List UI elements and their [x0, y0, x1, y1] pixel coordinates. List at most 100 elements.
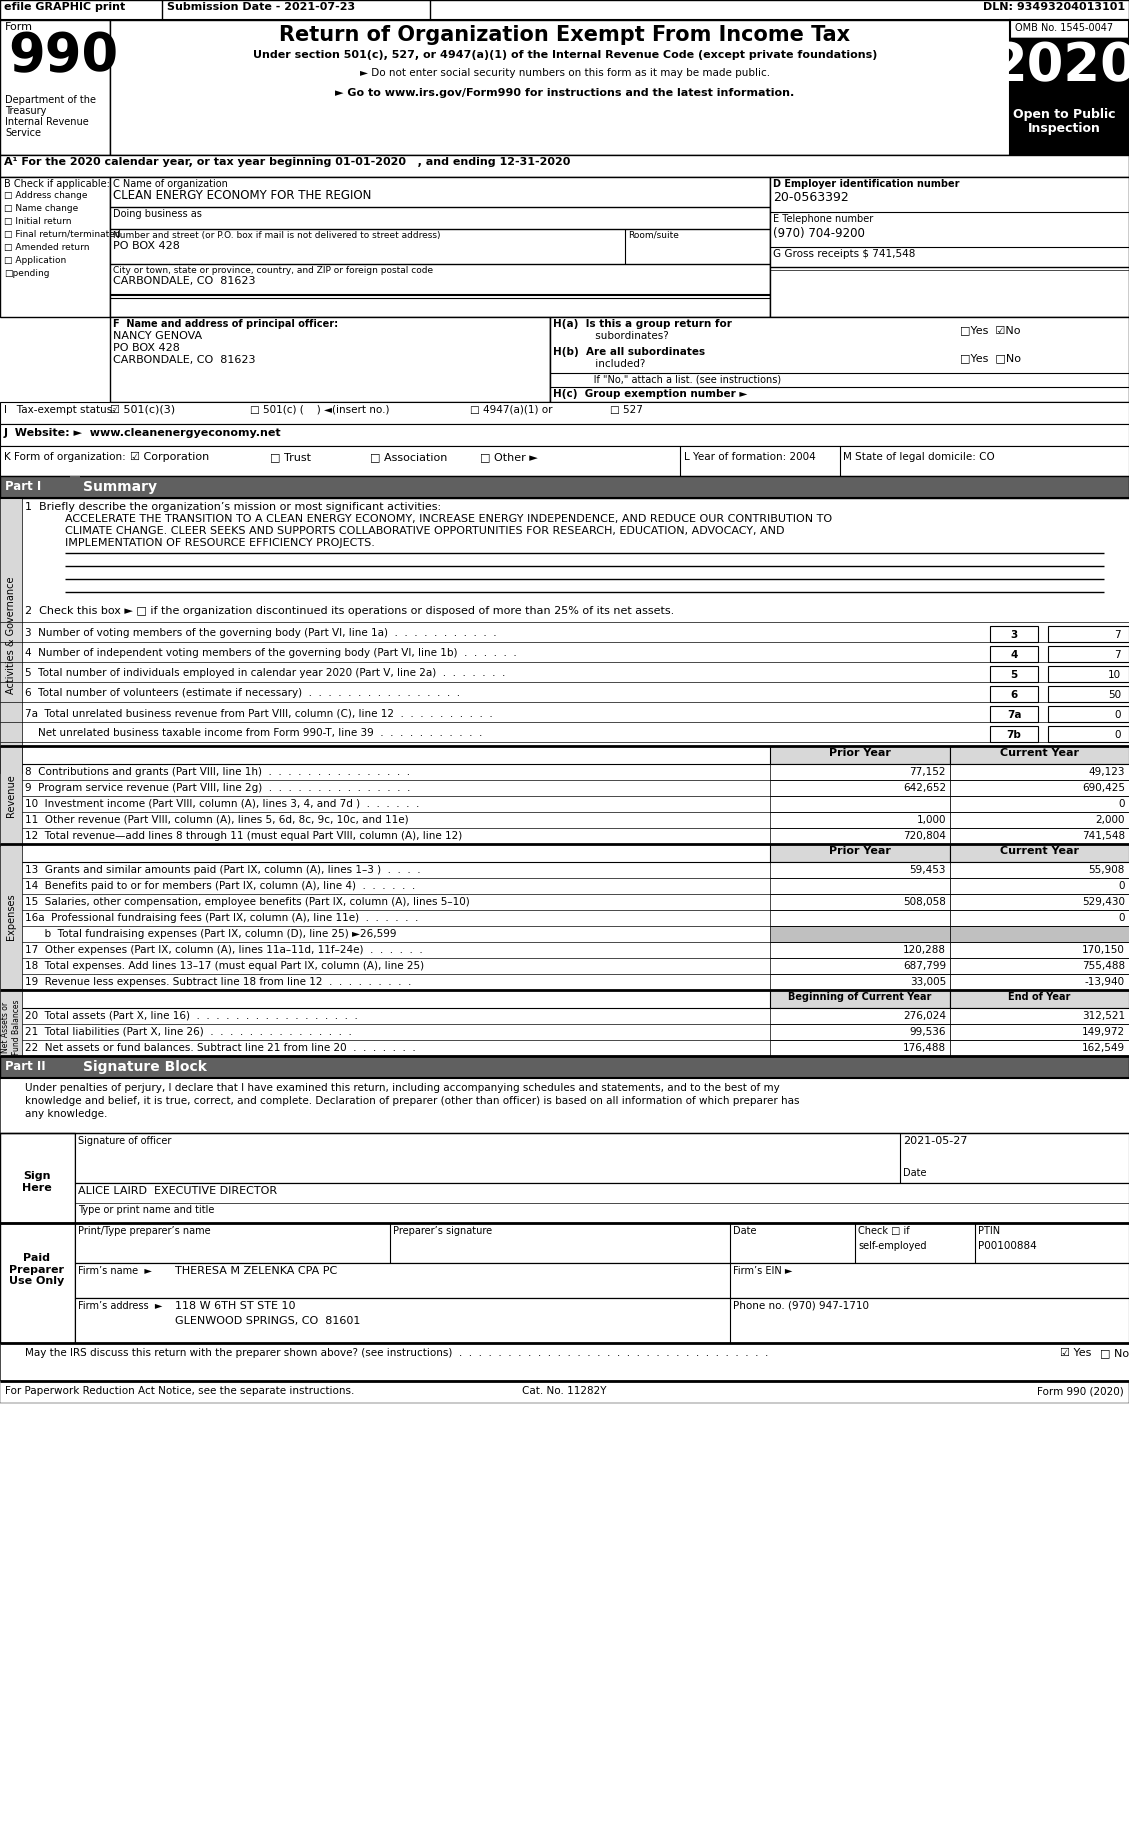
Text: included?: included?	[553, 360, 646, 369]
Text: 10  Investment income (Part VIII, column (A), lines 3, 4, and 7d )  .  .  .  .  : 10 Investment income (Part VIII, column …	[25, 798, 419, 810]
Bar	[75, 1132, 1129, 1184]
Bar	[949, 959, 1129, 974]
Bar	[550, 317, 1129, 402]
Text: ► Go to www.irs.gov/Form990 for instructions and the latest information.: ► Go to www.irs.gov/Form990 for instruct…	[335, 89, 795, 98]
Text: 2  Check this box ► □ if the organization discontinued its operations or dispose: 2 Check this box ► □ if the organization…	[25, 607, 674, 616]
Bar	[75, 1263, 1129, 1298]
Text: □ Association: □ Association	[370, 452, 447, 463]
Text: Firm’s name  ►: Firm’s name ►	[78, 1267, 152, 1276]
Text: 162,549: 162,549	[1082, 1044, 1124, 1053]
Bar	[949, 747, 1129, 763]
Bar	[990, 666, 1038, 682]
Bar	[0, 402, 1129, 424]
Bar	[770, 861, 949, 878]
Text: Print/Type preparer’s name: Print/Type preparer’s name	[78, 1226, 211, 1235]
Bar	[770, 1023, 949, 1040]
Bar	[770, 1009, 949, 1023]
Text: C Name of organization: C Name of organization	[113, 179, 228, 188]
Bar	[0, 1057, 1129, 1079]
Text: NANCY GENOVA: NANCY GENOVA	[113, 332, 202, 341]
Bar	[1048, 727, 1129, 741]
Bar	[990, 645, 1038, 662]
Text: Firm’s EIN ►: Firm’s EIN ►	[733, 1267, 793, 1276]
Text: Firm’s address  ►: Firm’s address ►	[78, 1302, 163, 1311]
Text: PO BOX 428: PO BOX 428	[113, 343, 180, 352]
Text: Inspection: Inspection	[1027, 122, 1101, 135]
Text: D Employer identification number: D Employer identification number	[773, 179, 960, 188]
Text: 170,150: 170,150	[1082, 944, 1124, 955]
Text: IMPLEMENTATION OF RESOURCE EFFICIENCY PROJECTS.: IMPLEMENTATION OF RESOURCE EFFICIENCY PR…	[65, 538, 375, 548]
Text: GLENWOOD SPRINGS, CO  81601: GLENWOOD SPRINGS, CO 81601	[175, 1317, 360, 1326]
Text: CARBONDALE, CO  81623: CARBONDALE, CO 81623	[113, 356, 255, 365]
Bar	[949, 1023, 1129, 1040]
Bar	[110, 20, 1010, 155]
Bar	[770, 177, 1129, 317]
Bar	[1048, 645, 1129, 662]
Text: OMB No. 1545-0047: OMB No. 1545-0047	[1015, 22, 1113, 33]
Bar	[770, 990, 949, 1009]
Text: 3  Number of voting members of the governing body (Part VI, line 1a)  .  .  .  .: 3 Number of voting members of the govern…	[25, 629, 497, 638]
Text: H(a)  Is this a group return for: H(a) Is this a group return for	[553, 319, 732, 328]
Text: Check □ if: Check □ if	[858, 1226, 910, 1235]
Text: 5: 5	[1010, 669, 1017, 680]
Text: 1  Briefly describe the organization’s mission or most significant activities:: 1 Briefly describe the organization’s mi…	[25, 502, 441, 513]
Text: Signature of officer: Signature of officer	[78, 1136, 172, 1145]
Bar	[770, 926, 949, 942]
Text: 312,521: 312,521	[1082, 1011, 1124, 1022]
Text: 6: 6	[1010, 690, 1017, 701]
Text: □ No: □ No	[1100, 1348, 1129, 1357]
Text: Service: Service	[5, 127, 41, 138]
Text: ► Do not enter social security numbers on this form as it may be made public.: ► Do not enter social security numbers o…	[360, 68, 770, 77]
Text: □ Trust: □ Trust	[270, 452, 310, 463]
Bar	[0, 177, 110, 317]
Text: (970) 704-9200: (970) 704-9200	[773, 227, 865, 240]
Bar	[770, 959, 949, 974]
Text: Part I: Part I	[5, 479, 42, 492]
Text: M State of legal domicile: CO: M State of legal domicile: CO	[843, 452, 995, 463]
Bar	[770, 909, 949, 926]
Text: PO BOX 428: PO BOX 428	[113, 242, 180, 251]
Text: -13,940: -13,940	[1085, 977, 1124, 987]
Text: □ 501(c) (    ) ◄(insert no.): □ 501(c) ( ) ◄(insert no.)	[250, 406, 390, 415]
Text: J  Website: ►  www.cleanenergyeconomy.net: J Website: ► www.cleanenergyeconomy.net	[5, 428, 281, 439]
Text: □ Amended return: □ Amended return	[5, 243, 89, 253]
Bar	[1048, 706, 1129, 723]
Text: 0: 0	[1114, 730, 1121, 739]
Text: Type or print name and title: Type or print name and title	[78, 1204, 215, 1215]
Bar	[0, 990, 21, 1066]
Bar	[75, 1184, 1129, 1223]
Text: 149,972: 149,972	[1082, 1027, 1124, 1036]
Text: CLEAN ENERGY ECONOMY FOR THE REGION: CLEAN ENERGY ECONOMY FOR THE REGION	[113, 188, 371, 203]
Bar	[75, 1298, 1129, 1342]
Bar	[949, 1040, 1129, 1057]
Text: □ Name change: □ Name change	[5, 205, 78, 214]
Bar	[0, 0, 1129, 20]
Text: 15  Salaries, other compensation, employee benefits (Part IX, column (A), lines : 15 Salaries, other compensation, employe…	[25, 896, 470, 907]
Text: Under section 501(c), 527, or 4947(a)(1) of the Internal Revenue Code (except pr: Under section 501(c), 527, or 4947(a)(1)…	[253, 50, 877, 61]
Text: knowledge and belief, it is true, correct, and complete. Declaration of preparer: knowledge and belief, it is true, correc…	[25, 1095, 799, 1106]
Text: Beginning of Current Year: Beginning of Current Year	[788, 992, 931, 1001]
Text: B Check if applicable:: B Check if applicable:	[5, 179, 110, 188]
Bar	[770, 828, 949, 845]
Text: 7b: 7b	[1007, 730, 1022, 739]
Text: Current Year: Current Year	[1000, 749, 1079, 758]
Text: 33,005: 33,005	[910, 977, 946, 987]
Text: For Paperwork Reduction Act Notice, see the separate instructions.: For Paperwork Reduction Act Notice, see …	[5, 1387, 355, 1396]
Text: b  Total fundraising expenses (Part IX, column (D), line 25) ►26,599: b Total fundraising expenses (Part IX, c…	[25, 929, 396, 939]
Text: 13  Grants and similar amounts paid (Part IX, column (A), lines 1–3 )  .  .  .  : 13 Grants and similar amounts paid (Part…	[25, 865, 421, 876]
Text: K Form of organization:: K Form of organization:	[5, 452, 125, 463]
Text: any knowledge.: any knowledge.	[25, 1108, 107, 1119]
Bar	[949, 811, 1129, 828]
Text: CARBONDALE, CO  81623: CARBONDALE, CO 81623	[113, 277, 255, 286]
Bar	[0, 1079, 1129, 1132]
Bar	[949, 861, 1129, 878]
Text: Phone no. (970) 947-1710: Phone no. (970) 947-1710	[733, 1302, 869, 1311]
Bar	[770, 845, 949, 861]
Bar	[770, 763, 949, 780]
Text: 20-0563392: 20-0563392	[773, 192, 849, 205]
Bar	[0, 845, 21, 988]
Text: □ Other ►: □ Other ►	[480, 452, 537, 463]
Text: 741,548: 741,548	[1082, 832, 1124, 841]
Bar	[770, 780, 949, 797]
Text: Form 990 (2020): Form 990 (2020)	[1038, 1387, 1124, 1396]
